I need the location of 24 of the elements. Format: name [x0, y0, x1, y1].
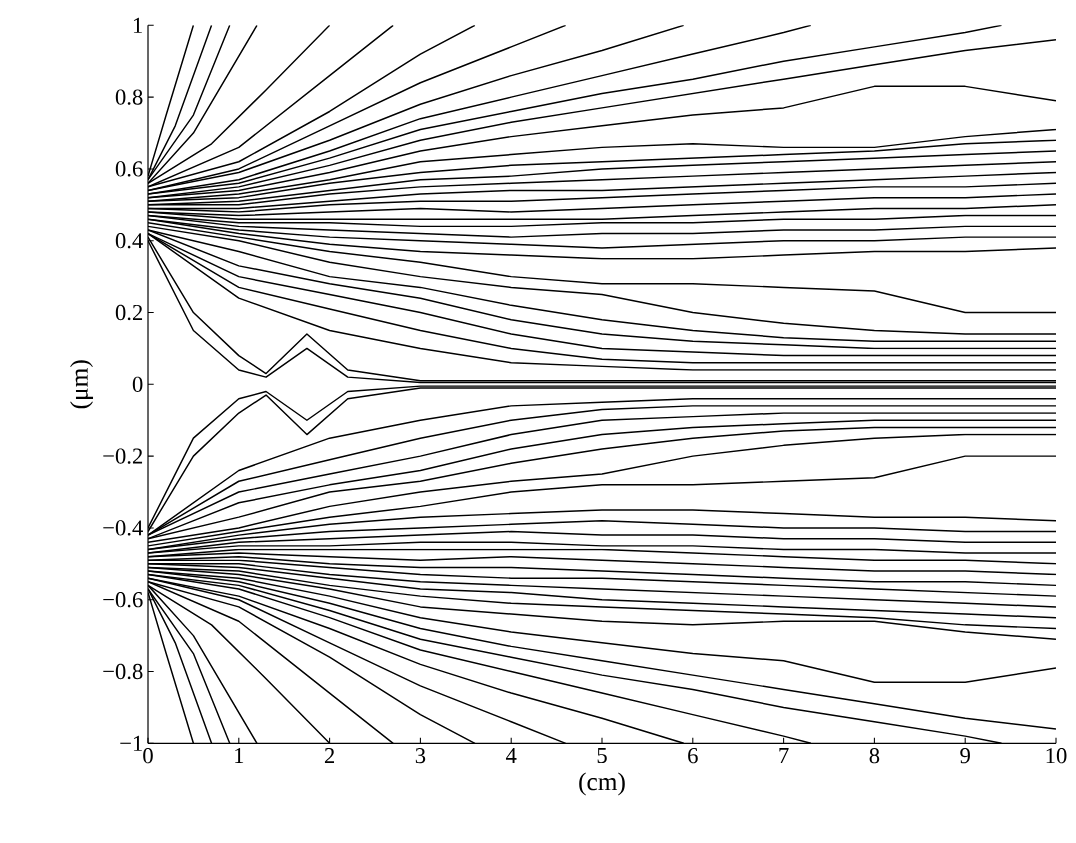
- y-axis-title: (μm): [70, 360, 94, 409]
- x-tick-label: 6: [688, 748, 698, 764]
- y-tick-label: 0.2: [115, 305, 143, 321]
- x-tick-label: 0: [143, 748, 153, 764]
- y-tick-label: −0.4: [103, 520, 143, 536]
- y-tick-label: 1: [133, 18, 142, 33]
- y-tick-label: −0.2: [103, 448, 143, 464]
- y-tick-label: −0.8: [103, 664, 143, 680]
- x-tick-label: 7: [779, 748, 789, 764]
- x-tick-label: 4: [505, 748, 517, 764]
- x-tick-label: 1: [235, 748, 244, 764]
- x-axis-title: (cm): [579, 772, 625, 796]
- x-tick-label: 9: [960, 748, 970, 764]
- x-tick-label: 3: [415, 748, 426, 764]
- x-tick-label: 10: [1046, 748, 1067, 764]
- x-tick-label: 2: [324, 748, 335, 764]
- x-tick-label: 5: [597, 748, 607, 764]
- y-tick-label: 0.6: [115, 161, 143, 177]
- y-tick-label: −1: [120, 736, 142, 751]
- y-tick-label: 0: [132, 376, 143, 393]
- y-tick-label: 0.4: [115, 233, 143, 249]
- x-tick-label: 8: [869, 748, 880, 764]
- y-tick-label: −0.6: [103, 592, 143, 608]
- y-tick-label: 0.8: [115, 89, 143, 105]
